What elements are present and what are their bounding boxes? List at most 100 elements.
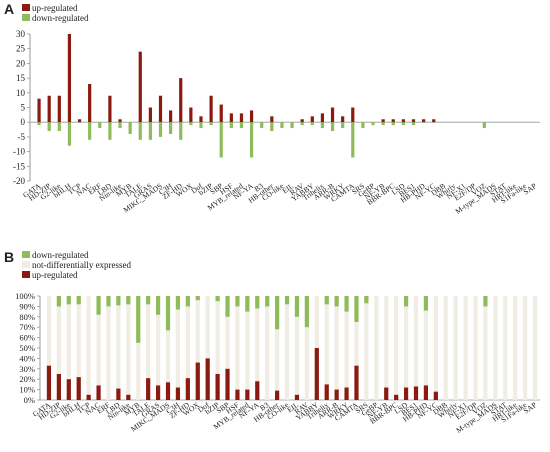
panel-b-bar-up xyxy=(413,386,419,400)
panel-a-bar-down xyxy=(270,122,274,132)
panel-b-bar-not-de xyxy=(136,296,141,400)
panel-b-bar-down xyxy=(155,296,161,315)
panel-b-bar-up xyxy=(165,382,171,400)
panel-a-bar-up xyxy=(422,119,426,123)
panel-a-bar-up xyxy=(341,116,345,123)
panel-a-bar-up xyxy=(239,113,244,123)
panel-a-y-tick-label: -10 xyxy=(13,147,25,157)
panel-b-bar-not-de xyxy=(463,296,468,400)
panel-a-bar-down xyxy=(98,122,102,129)
panel-b-bar-not-de xyxy=(116,296,121,400)
legend-b-notde-swatch xyxy=(22,261,30,268)
panel-b-bar-not-de xyxy=(364,296,369,400)
panel-a-bar-down xyxy=(138,122,142,140)
panel-a-y-tick-label: 30 xyxy=(16,29,26,39)
panel-a-letter: A xyxy=(4,1,14,17)
panel-a-bar-up xyxy=(300,119,304,123)
panel-b-bar-not-de xyxy=(304,296,309,400)
panel-a-y-tick-label: 0 xyxy=(21,117,26,127)
panel-b-bar-not-de xyxy=(473,296,478,400)
panel-a-axes: -20 -15 -10 -5 0 5 10 15 20 25 30 xyxy=(13,29,540,186)
legend-b-down-swatch xyxy=(22,251,30,258)
panel-b-bar-not-de xyxy=(255,296,260,400)
panel-a-bar-down xyxy=(361,122,365,129)
panel-b-y-tick-label: 90% xyxy=(19,301,35,311)
panel-b-y-tick-label: 60% xyxy=(19,333,35,343)
panel-b-bar-up xyxy=(46,365,52,400)
panel-b-y-tick-label: 100% xyxy=(15,291,35,301)
panel-b-bar-down xyxy=(245,296,250,312)
panel-b-bar-up xyxy=(76,377,81,400)
panel-b-bar-not-de xyxy=(86,296,91,400)
panel-b-bar-not-de xyxy=(532,296,538,400)
panel-b-bar-not-de xyxy=(205,296,210,400)
panel-b-bar-not-de xyxy=(413,296,419,400)
panel-a-y-tick-label: 20 xyxy=(16,58,26,68)
panel-a-bar-up xyxy=(391,119,395,123)
panel-a-bar-up xyxy=(249,110,254,123)
panel-a-y-tick-label: 10 xyxy=(16,88,26,98)
panel-b-bar-up xyxy=(314,348,319,400)
panel-b-bar-down xyxy=(284,296,290,305)
panel-b-bar-up xyxy=(324,384,329,400)
panel-b-bar-down xyxy=(165,296,171,331)
panel-b-bar-down xyxy=(136,296,141,343)
panel-b-bar-not-de xyxy=(483,296,488,400)
panel-b-bar-not-de xyxy=(56,296,61,400)
panel-b-y-tick-label: 70% xyxy=(19,322,35,332)
panel-a-bar-up xyxy=(47,95,51,123)
panel-b-bar-down xyxy=(324,296,329,305)
panel-a-bar-up xyxy=(209,95,213,123)
panel-a-bar-up xyxy=(219,104,223,123)
panel-b-bar-not-de xyxy=(453,296,458,400)
panel-b-bar-not-de xyxy=(374,296,379,400)
panel-b-bar-not-de xyxy=(235,296,240,400)
panel-a-bar-down xyxy=(239,122,244,129)
panel-a-y-tick-label: -20 xyxy=(13,176,25,186)
panel-b-bar-up xyxy=(255,381,260,400)
panel-a-bar-up xyxy=(138,51,142,123)
panel-a-bar-down xyxy=(189,122,193,126)
panel-a-bar-down xyxy=(169,122,173,134)
panel-b-bar-not-de xyxy=(394,296,399,400)
panel-a-bar-up xyxy=(411,119,416,123)
legend-a-up-swatch xyxy=(22,4,30,11)
panel-b-bar-up xyxy=(215,374,220,400)
panel-b-bar-up xyxy=(66,379,71,400)
panel-b-bars xyxy=(46,296,538,400)
panel-a-bar-down xyxy=(67,122,72,146)
panel-a-bar-down xyxy=(209,122,213,126)
panel-a-bar-down xyxy=(219,122,223,158)
panel-b-bar-down xyxy=(354,296,359,322)
panel-b-bar-not-de xyxy=(46,296,52,400)
panel-b-bar-not-de xyxy=(155,296,161,400)
panel-b-bar-not-de xyxy=(523,296,528,400)
panel-a-bar-down xyxy=(381,122,385,126)
panel-a-bar-up xyxy=(37,98,41,123)
panel-a-x-tick-label: CO-like xyxy=(260,181,286,203)
panel-a-bar-down xyxy=(57,122,61,132)
panel-b-bar-down xyxy=(294,296,300,317)
panel-b-bar-down xyxy=(275,296,280,330)
panel-b-bar-up xyxy=(334,389,339,400)
legend-b-down-label: down-regulated xyxy=(32,250,89,260)
panel-b-bar-not-de xyxy=(423,296,429,400)
panel-b-bar-not-de xyxy=(185,296,190,400)
panel-a-bar-down xyxy=(300,122,304,126)
panel-b-bar-not-de xyxy=(175,296,181,400)
panel-a-bar-up xyxy=(57,95,61,123)
panel-a-bar-down xyxy=(310,122,314,126)
panel-a-bar-down xyxy=(330,122,335,132)
panel-b-bar-up xyxy=(205,358,210,400)
panel-a-bar-up xyxy=(77,119,82,123)
panel-b-bar-down xyxy=(364,296,369,304)
panel-a-bar-up xyxy=(330,107,335,123)
panel-b-bar-not-de xyxy=(324,296,329,400)
panel-b-bar-down xyxy=(423,296,429,311)
panel-b-bar-not-de xyxy=(334,296,339,400)
panel-a-bar-down xyxy=(249,122,254,158)
panel-a-bar-down xyxy=(179,122,183,140)
panel-a-bar-down xyxy=(47,122,51,132)
panel-b-y-tick-label: 80% xyxy=(19,312,35,322)
